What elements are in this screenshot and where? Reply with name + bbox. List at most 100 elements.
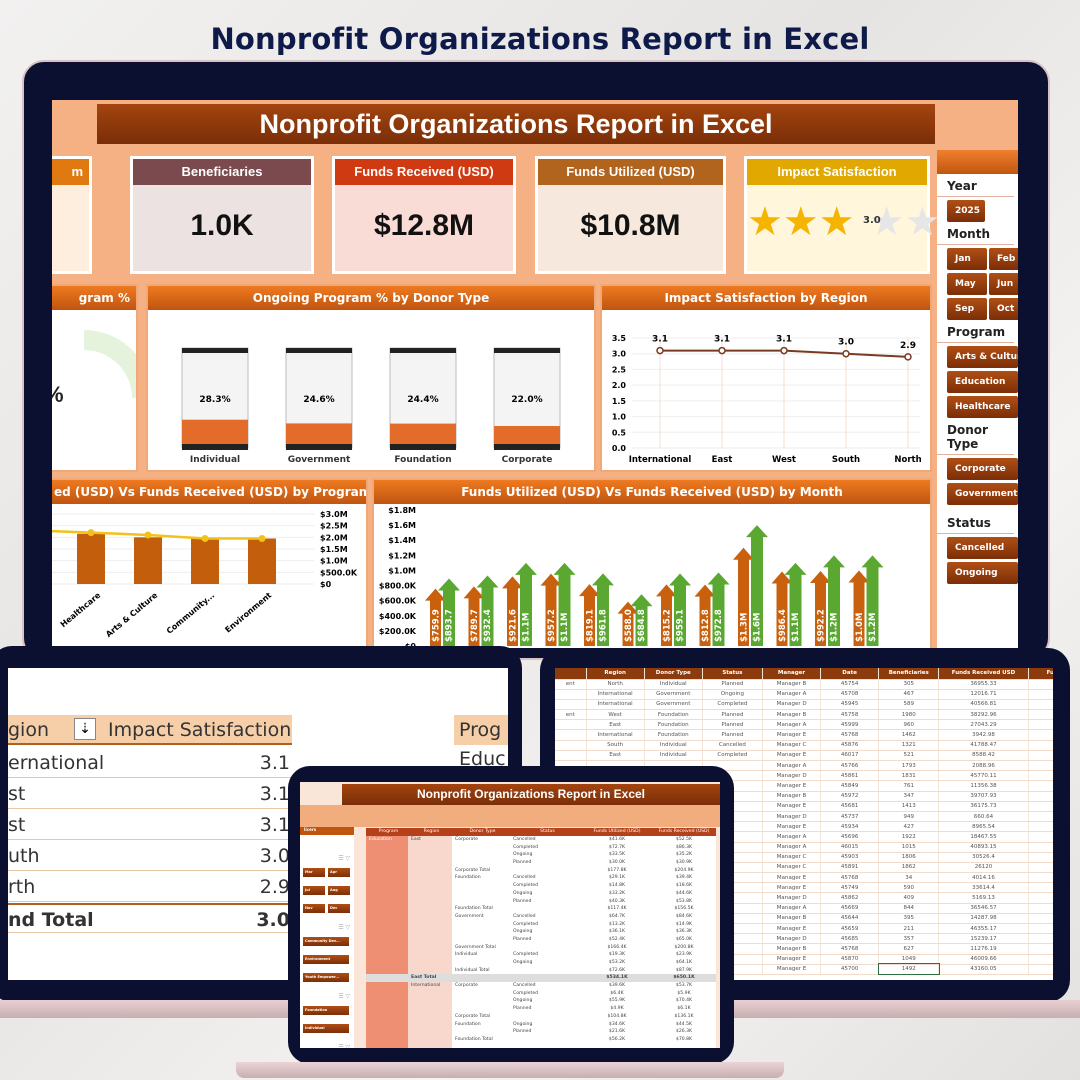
pivot-cell[interactable]: $5.9K [677,990,691,996]
table-cell[interactable]: 45870 [820,954,880,965]
table-cell[interactable]: 3942.98 [938,729,1029,741]
table-cell[interactable]: Manager E [762,923,822,935]
pivot-cell[interactable]: Education [369,837,392,843]
pivot-cell[interactable]: $29.1K [608,875,626,881]
slicer-donor-item[interactable]: Corporate [947,458,1018,480]
pivot-cell[interactable]: $18.6K [675,883,693,889]
table-cell[interactable] [555,729,587,741]
table-cell[interactable]: Manager C [762,862,822,874]
table-cell[interactable]: 2977 [1028,801,1053,812]
table-cell[interactable]: Foundation [644,719,703,731]
table-cell[interactable]: 2945 [1028,679,1053,690]
pivot-cell[interactable] [510,866,582,874]
table-cell[interactable]: Manager A [762,689,822,700]
table-cell[interactable]: 1793 [878,760,940,772]
table-cell[interactable]: Manager B [762,913,822,925]
table-cell[interactable]: Planned [702,709,763,721]
filter-icon[interactable]: ☰ ▽ [338,1045,350,1048]
pivot-cell[interactable]: Cancelled [513,983,536,989]
table-cell[interactable]: 15239.17 [938,933,1029,945]
table-cell[interactable]: 1015 [878,842,940,853]
table-cell[interactable]: 45770.11 [938,770,1029,782]
column-header[interactable]: Region [586,668,645,680]
pivot-cell[interactable]: $33.2K [608,890,626,896]
table-cell[interactable]: Manager D [762,770,822,782]
table-cell[interactable]: International [586,729,645,741]
pivot-cell[interactable]: $166.4K [607,944,627,950]
pivot-cell[interactable] [366,1036,408,1044]
table-cell[interactable]: Manager A [762,842,822,853]
column-header[interactable]: Beneficiaries [878,668,940,680]
pivot-cell[interactable] [408,882,452,890]
pivot-cell[interactable]: $14.9K [675,921,693,927]
pivot-cell[interactable]: Government Total [455,944,496,950]
table-cell[interactable]: 325 [1028,872,1053,884]
table-cell[interactable]: 45876 [820,740,880,751]
pivot-cell[interactable] [452,1028,510,1036]
table-cell[interactable]: 34 [878,872,940,884]
filter-icon[interactable]: ☰ ▽ [338,925,350,931]
table-cell[interactable]: 1049 [878,954,940,965]
pivot-cell[interactable] [366,882,408,890]
table-cell[interactable] [555,689,587,700]
pivot-cell[interactable]: $86.3K [675,844,693,850]
pivot-cell[interactable]: Corporate [455,837,478,843]
table-cell[interactable]: Manager A [762,719,822,731]
table-cell[interactable]: Manager E [762,872,822,884]
pivot-cell[interactable]: $13.2K [608,921,626,927]
table-cell[interactable]: 660.64 [938,811,1029,823]
pivot-cell[interactable] [366,866,408,874]
column-header[interactable]: Donor Type [644,668,703,680]
mini-slicer-button[interactable]: Apr [328,868,350,877]
pivot-cell[interactable]: Ongoing [513,960,533,966]
pivot-cell[interactable]: $6.1K [677,1006,691,1012]
filter-dropdown-icon[interactable]: ⇣ [74,718,96,740]
table-cell[interactable]: Individual [644,679,703,690]
pivot-cell[interactable]: $204.9K [674,867,694,873]
mini-slicer-button[interactable]: Nov [303,904,325,913]
table-cell[interactable]: East [586,719,645,731]
pivot-cell[interactable]: $84.6K [675,913,693,919]
mini-slicer-button[interactable]: Mar [303,868,325,877]
pivot-cell[interactable]: Ongoing [513,998,533,1004]
table-cell[interactable]: 45685 [820,933,880,945]
pivot-cell[interactable] [408,913,452,921]
pivot-cell[interactable]: $53.8K [675,898,693,904]
pivot-cell[interactable]: International [411,983,441,989]
pivot-cell[interactable] [408,966,452,974]
pivot-cell[interactable] [408,1028,452,1036]
table-cell[interactable]: 38292.96 [938,709,1029,721]
mini-slicer-button[interactable]: Youth Empower... [303,973,349,982]
pivot-cell[interactable]: Corporate Total [455,867,491,873]
mini-slicer-button[interactable]: Jul [303,886,325,895]
table-cell[interactable]: 3867 [1028,954,1053,965]
pivot-cell[interactable] [366,859,408,867]
pivot-cell[interactable]: Cancelled [513,913,536,919]
table-cell[interactable]: 467 [878,689,940,700]
table-cell[interactable]: 11356.38 [938,780,1029,792]
pivot-cell[interactable] [408,951,452,959]
table-cell[interactable]: 43160.05 [938,964,1029,975]
pivot-cell[interactable]: East [411,837,421,843]
pivot-cell[interactable]: $36.1K [608,929,626,935]
pivot-cell[interactable] [452,920,510,928]
table-cell[interactable]: 1462 [878,729,940,741]
mini-slicer-button[interactable]: Dec [328,904,350,913]
table-cell[interactable]: 1334 [1028,933,1053,945]
pivot-cell[interactable] [408,1005,452,1013]
pivot-cell[interactable]: $650.1K [649,974,716,982]
table-cell[interactable]: Manager B [762,791,822,802]
slicer-program-item[interactable]: Healthcare [947,396,1018,418]
table-cell[interactable]: Ongoing [702,689,763,700]
table-cell[interactable]: Manager E [762,750,822,762]
pivot-cell[interactable] [408,920,452,928]
pivot-column-header[interactable]: Status [510,828,582,836]
table-cell[interactable]: 2517 [1028,862,1053,874]
table-cell[interactable]: 45768 [820,729,880,741]
pivot-cell[interactable]: Planned [513,898,532,904]
pivot-cell[interactable]: $44.5K [675,1021,693,1027]
table-cell[interactable] [555,740,587,751]
table-cell[interactable]: 521 [878,750,940,762]
pivot-cell[interactable]: Foundation [455,1021,481,1027]
pivot-cell[interactable] [510,1036,582,1044]
